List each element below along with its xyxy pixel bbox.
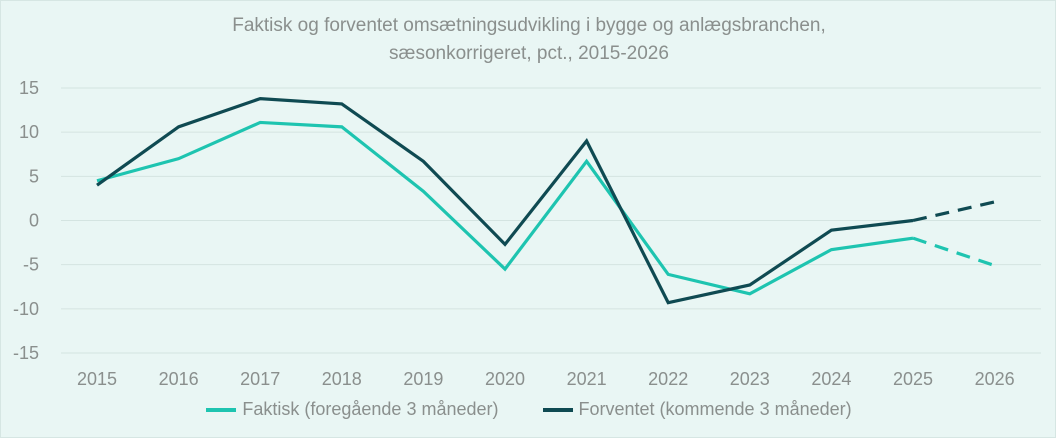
x-tick-label: 2023	[730, 369, 770, 389]
legend-item-forventet: Forventet (kommende 3 måneder)	[542, 399, 852, 420]
y-tick-label: 5	[29, 166, 39, 186]
chart-title: Faktisk og forventet omsætningsudvikling…	[232, 15, 826, 36]
series-line-1	[96, 96, 914, 305]
y-tick-label: 0	[29, 211, 39, 231]
legend-swatch-forventet	[542, 407, 573, 412]
y-tick-label: -10	[13, 299, 39, 319]
legend-label-forventet: Forventet (kommende 3 måneder)	[578, 399, 852, 419]
series-forecast-line-0	[912, 236, 996, 268]
x-tick-label: 2017	[240, 369, 280, 389]
x-tick-label: 2018	[322, 369, 362, 389]
x-tick-label: 2021	[567, 369, 607, 389]
y-tick-label: 15	[19, 78, 39, 98]
x-tick-label: 2020	[485, 369, 525, 389]
legend-swatch-faktisk	[206, 407, 237, 412]
x-tick-label: 2022	[648, 369, 688, 389]
y-tick-label: -5	[23, 255, 39, 275]
legend-label-faktisk: Faktisk (foregående 3 måneder)	[242, 399, 499, 419]
y-tick-label: 10	[19, 122, 39, 142]
y-tick-label: -15	[13, 343, 39, 363]
legend-item-faktisk: Faktisk (foregående 3 måneder)	[206, 399, 499, 420]
x-tick-label: 2015	[77, 369, 117, 389]
x-tick-label: 2019	[403, 369, 443, 389]
x-tick-label: 2024	[811, 369, 851, 389]
series-line-0	[96, 120, 914, 296]
x-tick-label: 2025	[893, 369, 933, 389]
x-tick-label: 2026	[975, 369, 1015, 389]
chart-subtitle: sæsonkorrigeret, pct., 2015-2026	[389, 43, 669, 64]
chart-legend: Faktisk (foregående 3 måneder) Forventet…	[1, 399, 1056, 420]
series-forecast-line-1	[912, 200, 995, 223]
x-tick-label: 2016	[159, 369, 199, 389]
